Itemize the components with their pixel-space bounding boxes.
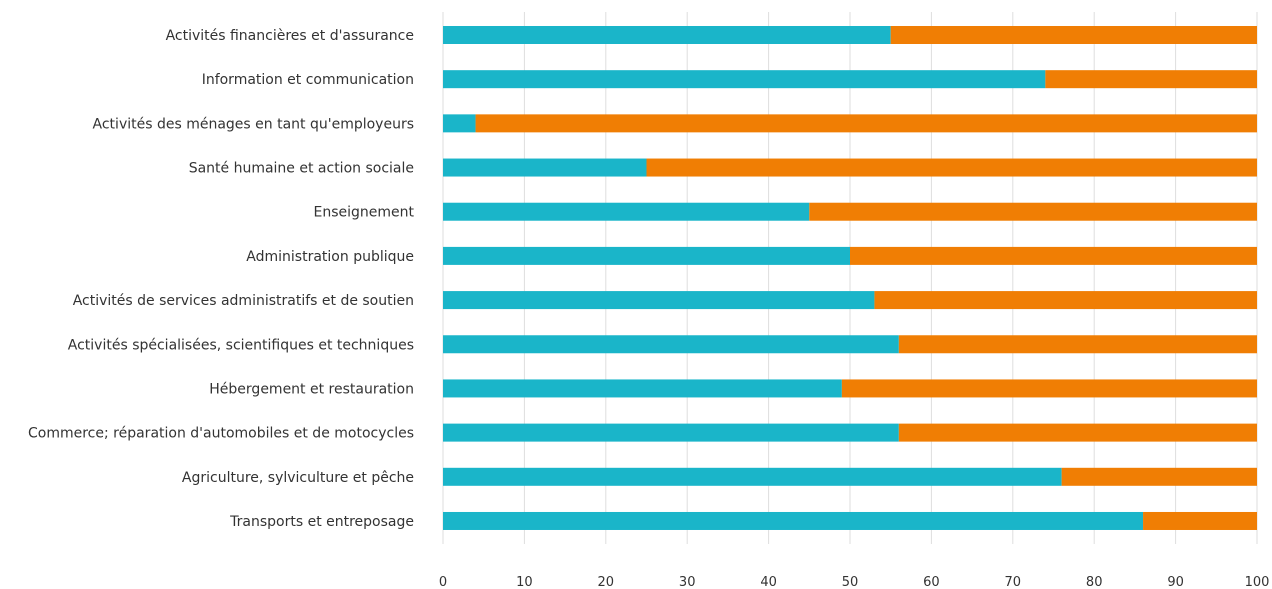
bar-segment-series-2 (898, 423, 1257, 442)
category-label: Hébergement et restauration (209, 381, 414, 397)
bar-segment-series-2 (1045, 70, 1257, 89)
x-tick-label: 0 (439, 575, 447, 589)
category-label: Santé humaine et action sociale (189, 161, 414, 177)
bar-segment-series-1 (443, 26, 891, 44)
bar-segment-series-1 (443, 379, 842, 398)
category-label: Activités des ménages en tant qu'employe… (93, 116, 414, 132)
grid-lines (442, 12, 1258, 544)
category-label: Commerce; réparation d'automobiles et de… (28, 426, 414, 442)
bar-segment-series-2 (646, 158, 1257, 177)
bar-segment-series-1 (443, 423, 899, 442)
x-tick-label: 20 (598, 575, 615, 589)
x-tick-label: 30 (679, 575, 696, 589)
bars (443, 26, 1257, 530)
bar-segment-series-1 (443, 158, 647, 177)
x-tick-label: 50 (842, 575, 859, 589)
x-tick-label: 40 (760, 575, 777, 589)
category-label: Activités de services administratifs et … (73, 293, 414, 309)
x-tick-label: 90 (1167, 575, 1184, 589)
bar-segment-series-2 (809, 202, 1257, 221)
category-label: Enseignement (313, 205, 414, 221)
category-labels: Activités financières et d'assurance Info… (28, 28, 414, 530)
category-label: Information et communication (202, 72, 414, 88)
x-tick-label: 70 (1005, 575, 1022, 589)
bar-segment-series-2 (874, 291, 1257, 310)
bar-segment-series-1 (443, 246, 850, 265)
category-label: Activités financières et d'assurance (166, 28, 414, 44)
bar-segment-series-2 (898, 335, 1257, 354)
x-tick-label: 60 (923, 575, 940, 589)
category-label: Agriculture, sylviculture et pêche (182, 470, 414, 486)
bar-segment-series-1 (443, 511, 1144, 530)
bar-segment-series-1 (443, 202, 810, 221)
category-label: Transports et entreposage (229, 514, 414, 530)
category-label: Administration publique (246, 249, 414, 265)
x-tick-label: 100 (1245, 575, 1270, 589)
bar-segment-series-1 (443, 335, 899, 354)
bar-segment-series-1 (443, 70, 1046, 89)
bar-segment-series-1 (443, 114, 476, 133)
x-axis-tick-labels: 0 10 20 30 40 50 60 70 80 90 100 (439, 575, 1270, 589)
bar-segment-series-2 (850, 246, 1257, 265)
bar-segment-series-2 (475, 114, 1257, 133)
bar-segment-series-1 (443, 291, 875, 310)
bar-segment-series-2 (890, 26, 1257, 44)
bar-segment-series-2 (841, 379, 1257, 398)
category-label: Activités spécialisées, scientifiques et… (68, 337, 414, 353)
bar-segment-series-2 (1061, 467, 1257, 486)
bar-segment-series-2 (1143, 511, 1257, 530)
x-tick-label: 10 (516, 575, 533, 589)
x-tick-label: 80 (1086, 575, 1103, 589)
bar-segment-series-1 (443, 467, 1062, 486)
